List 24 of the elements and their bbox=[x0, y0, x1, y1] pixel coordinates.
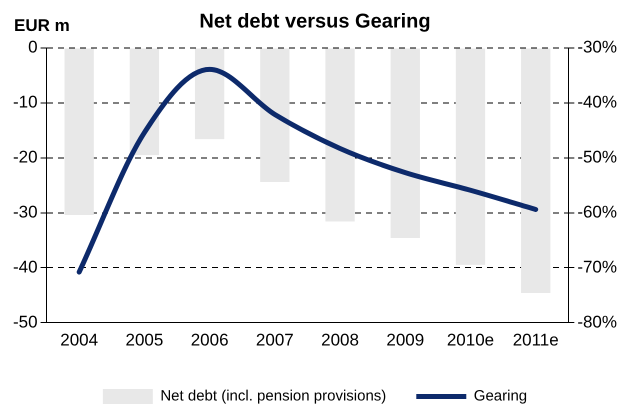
legend-label: Gearing bbox=[474, 388, 528, 405]
chart-title: Net debt versus Gearing bbox=[199, 10, 431, 33]
x-tick-label: 2005 bbox=[125, 330, 164, 350]
y2-tick-label: -30% bbox=[577, 38, 617, 57]
legend-label: Net debt (incl. pension provisions) bbox=[160, 388, 386, 405]
y2-tick-label: -40% bbox=[577, 92, 617, 112]
x-tick-label: 2006 bbox=[190, 330, 229, 350]
y-tick-label: -50 bbox=[12, 312, 38, 332]
y-tick-label: -40 bbox=[12, 257, 38, 276]
y2-tick-label: -50% bbox=[577, 148, 617, 167]
y2-tick-label: -60% bbox=[577, 202, 617, 222]
y-tick-label: -20 bbox=[12, 148, 38, 167]
x-tick-label: 2008 bbox=[321, 330, 359, 350]
y-axis-title: EUR m bbox=[14, 16, 70, 36]
y2-tick-label: -80% bbox=[577, 312, 617, 332]
x-tick-label: 2007 bbox=[256, 330, 294, 350]
x-tick-label: 2010e bbox=[446, 330, 494, 350]
x-tick-label: 2004 bbox=[60, 330, 98, 350]
y2-tick-label: -70% bbox=[577, 257, 617, 276]
y-tick-label: -10 bbox=[12, 92, 38, 112]
x-tick-label: 2011e bbox=[512, 330, 559, 350]
x-tick-label: 2009 bbox=[386, 330, 424, 350]
y-tick-label: -30 bbox=[12, 202, 38, 222]
y-tick-label: 0 bbox=[28, 38, 38, 57]
